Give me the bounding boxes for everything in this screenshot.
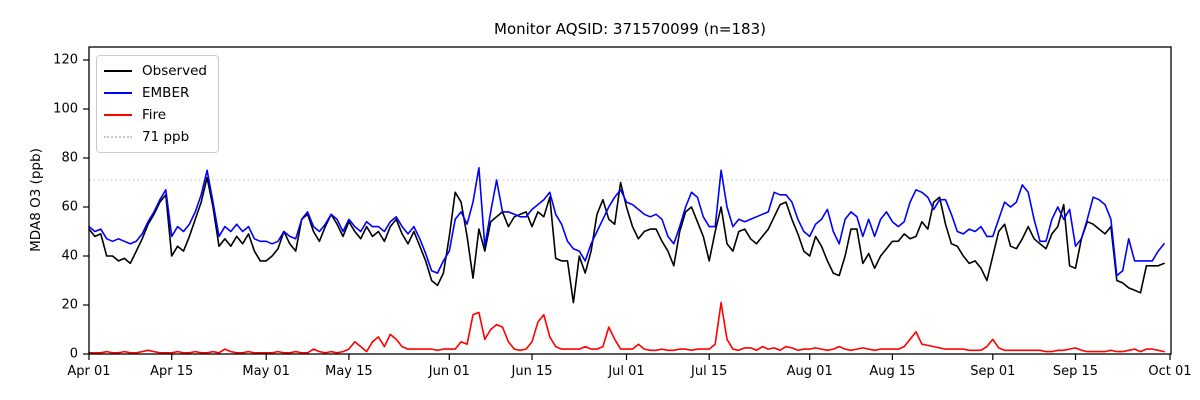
x-tick-label: Oct 01 — [1148, 364, 1191, 379]
legend-item: Observed — [104, 63, 212, 79]
y-axis-label: MDA8 O3 (ppb) — [28, 148, 44, 252]
x-tick-label: Sep 15 — [1053, 364, 1098, 379]
x-tick-label: Jul 15 — [690, 364, 727, 379]
series-line-ember — [88, 167, 1165, 277]
legend-label: Observed — [142, 63, 207, 79]
y-tick-label: 60 — [61, 200, 78, 215]
legend-swatch-observed — [104, 70, 132, 72]
x-tick-label: Apr 15 — [150, 364, 193, 379]
x-tick-label: Apr 01 — [67, 364, 110, 379]
chart-title: Monitor AQSID: 371570099 (n=183) — [494, 20, 766, 38]
y-tick-label: 100 — [53, 102, 78, 117]
y-tick-label: 120 — [53, 53, 78, 68]
x-tick-label: Jul 01 — [607, 364, 644, 379]
legend-item: 71 ppb — [104, 129, 212, 145]
x-tick-label: Aug 15 — [869, 364, 915, 379]
x-tick-label: Jun 15 — [511, 364, 553, 379]
legend-swatch-ember — [104, 92, 132, 94]
x-tick-label: Sep 01 — [970, 364, 1015, 379]
y-tick-label: 20 — [61, 298, 78, 313]
x-tick-label: May 01 — [242, 364, 290, 379]
x-tick-label: Aug 01 — [787, 364, 833, 379]
plot-frame — [88, 46, 1172, 355]
y-tick-label: 80 — [61, 151, 78, 166]
legend-swatch-71-ppb — [104, 136, 132, 138]
legend-label: EMBER — [142, 85, 190, 101]
series-line-observed — [88, 176, 1165, 304]
y-tick-label: 40 — [61, 249, 78, 264]
x-tick-label: May 15 — [325, 364, 373, 379]
y-tick-label: 0 — [70, 347, 78, 362]
legend-label: Fire — [142, 107, 167, 123]
legend-swatch-fire — [104, 114, 132, 116]
x-tick-label: Jun 01 — [428, 364, 470, 379]
legend-item: EMBER — [104, 85, 212, 101]
legend: Observed EMBER Fire 71 ppb — [96, 55, 219, 153]
legend-label: 71 ppb — [142, 129, 190, 145]
legend-item: Fire — [104, 107, 212, 123]
series-line-fire — [88, 301, 1165, 354]
